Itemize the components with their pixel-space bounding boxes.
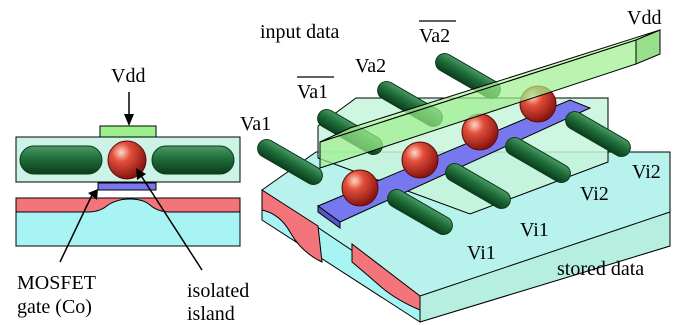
label-mosfet-line1: MOSFET — [17, 272, 96, 294]
label-vi1-top: Vi1 — [520, 219, 549, 241]
labels: input data Vdd Vdd Va1 Va2 Va2 Va1 Vi2 V… — [17, 7, 661, 325]
label-va2-bar: Va2 — [419, 25, 450, 47]
perspective-view — [257, 29, 671, 323]
doped-region-left — [261, 189, 323, 263]
mosfet-gate-edge — [317, 205, 341, 229]
gate-rod-icon — [257, 139, 323, 185]
label-vi2-top: Vi2 — [632, 161, 661, 183]
label-vi2-bottom: Vi2 — [580, 183, 609, 205]
label-va2: Va2 — [355, 55, 386, 77]
island-pointer-line — [139, 173, 203, 271]
label-island-line1: isolated — [187, 280, 249, 302]
gate-rod-icon — [565, 111, 631, 157]
dot-sphere-icon — [401, 141, 439, 179]
mosfet-gate-section — [97, 182, 157, 191]
gate-rod-icon — [19, 145, 103, 175]
gate-rod-icon — [151, 145, 235, 175]
label-vdd-right: Vdd — [627, 7, 661, 29]
label-mosfet-line2: gate (Co) — [17, 296, 92, 318]
cross-section-view — [15, 92, 241, 271]
label-va1-bar: Va1 — [297, 81, 328, 103]
substrate-side-face — [419, 211, 671, 323]
mosfet-pointer-line — [59, 194, 93, 263]
doped-region-right — [351, 242, 421, 311]
island-pointer-head — [136, 168, 146, 180]
doped-region-section — [15, 197, 241, 213]
label-vdd-left: Vdd — [111, 65, 145, 87]
label-va1: Va1 — [240, 113, 271, 135]
gate-rod-icon — [445, 163, 511, 209]
dot-sphere-icon — [341, 169, 379, 207]
label-input-data: input data — [260, 21, 340, 43]
label-stored-data: stored data — [557, 258, 644, 280]
mosfet-pointer-head — [88, 189, 98, 200]
label-island-line2: island — [187, 303, 235, 325]
vdd-electrode-end — [635, 29, 661, 65]
vdd-electrode-small — [99, 125, 157, 138]
gate-rod-icon — [505, 137, 571, 183]
label-vi1-bottom: Vi1 — [467, 242, 496, 264]
vdd-arrow-head — [124, 114, 134, 126]
gate-rod-icon — [387, 189, 453, 235]
